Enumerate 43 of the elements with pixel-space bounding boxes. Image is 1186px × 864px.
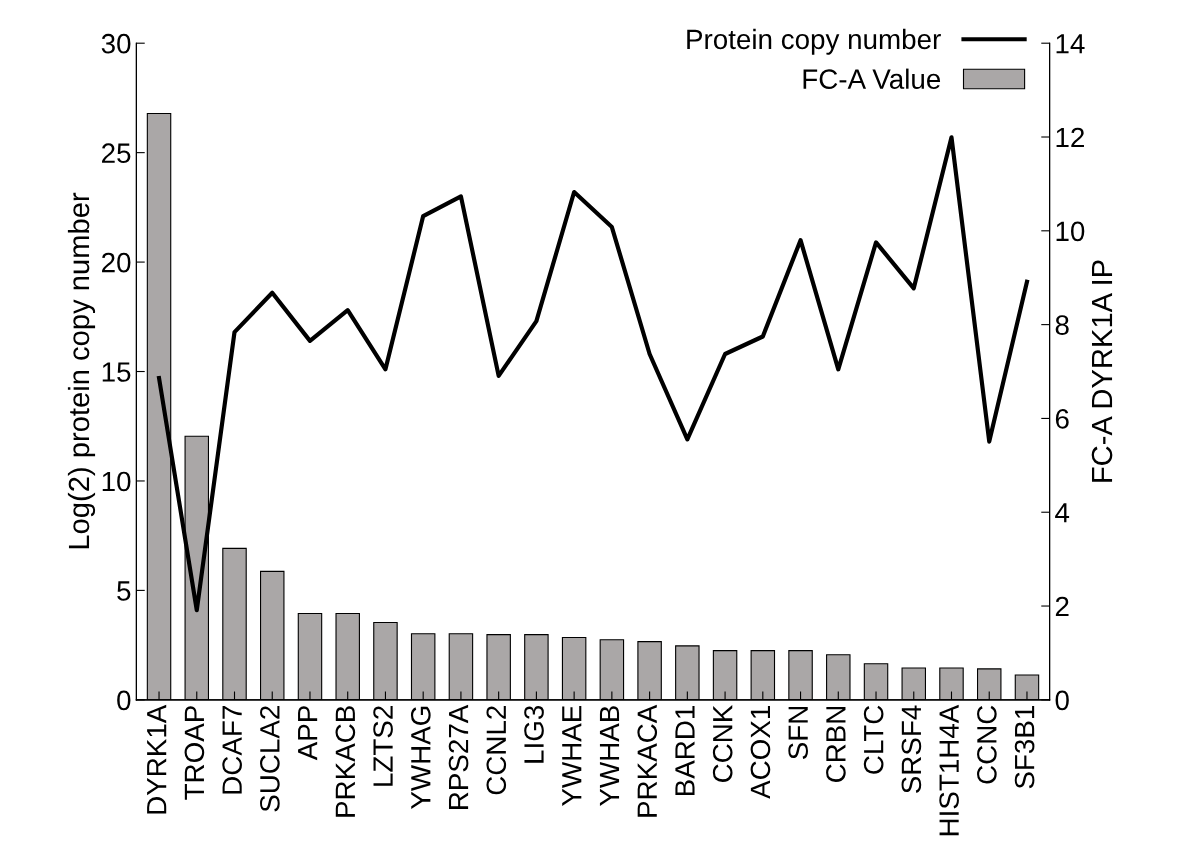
x-tick-label: YWHAB [599, 706, 620, 806]
y-tick-label: 0 [117, 690, 131, 711]
y-tick-label: 20 [102, 252, 131, 273]
x-tick-label: YWHAE [562, 705, 582, 806]
y-axis-title: Log(2) protein copy number [67, 192, 96, 549]
y2-tick-label: 10 [1056, 221, 1085, 242]
x-tick-label: CCNK [712, 705, 733, 782]
x-tick-label: SF3B1 [1014, 706, 1035, 789]
x-tick-label: SRSF4 [901, 705, 922, 793]
x-tick-label: ACOX1 [750, 706, 771, 799]
x-tick-label: CLTC [863, 705, 884, 774]
y-tick-label: 10 [102, 471, 131, 492]
legend-label: FC-A Value [803, 68, 941, 89]
y2-tick-label: 0 [1055, 690, 1069, 711]
y-tick-label: 30 [101, 33, 131, 54]
x-tick-label: YWHAG [410, 706, 431, 810]
y-tick-label: 5 [117, 581, 131, 601]
x-tick-label: SFN [788, 706, 809, 759]
x-tick-label: PRKACA [637, 704, 658, 817]
x-tick-label: APP [298, 706, 318, 761]
y2-tick-label: 4 [1055, 503, 1070, 523]
x-tick-label: CCNL2 [486, 706, 507, 795]
x-tick-label: DYRK1A [147, 704, 167, 814]
y2-tick-label: 12 [1056, 127, 1084, 148]
x-tick-label: TROAP [184, 706, 205, 800]
x-tick-label: CCNC [977, 705, 997, 784]
y-tick-label: 15 [102, 362, 131, 382]
x-tick-label: SUCLA2 [260, 706, 280, 812]
y-tick-label: 25 [102, 143, 131, 163]
y2-tick-label: 8 [1055, 315, 1069, 335]
y2-tick-label: 6 [1055, 409, 1069, 429]
x-tick-label: LIG3 [524, 705, 544, 763]
y2-axis-title: FC-A DYRK1A IP [1091, 260, 1113, 482]
x-tick-label: RPS27A [448, 704, 469, 809]
y2-tick-label: 14 [1056, 34, 1085, 54]
x-tick-label: DCAF7 [222, 706, 242, 794]
x-tick-label: LZTS2 [373, 706, 393, 786]
x-tick-label: PRKACB [335, 706, 356, 817]
y2-tick-label: 2 [1055, 596, 1069, 617]
x-tick-label: HIST1H4A [939, 704, 959, 836]
x-tick-label: BARD1 [675, 706, 695, 796]
x-tick-label: CRBN [826, 706, 846, 782]
legend-label: Protein copy number [687, 28, 941, 55]
